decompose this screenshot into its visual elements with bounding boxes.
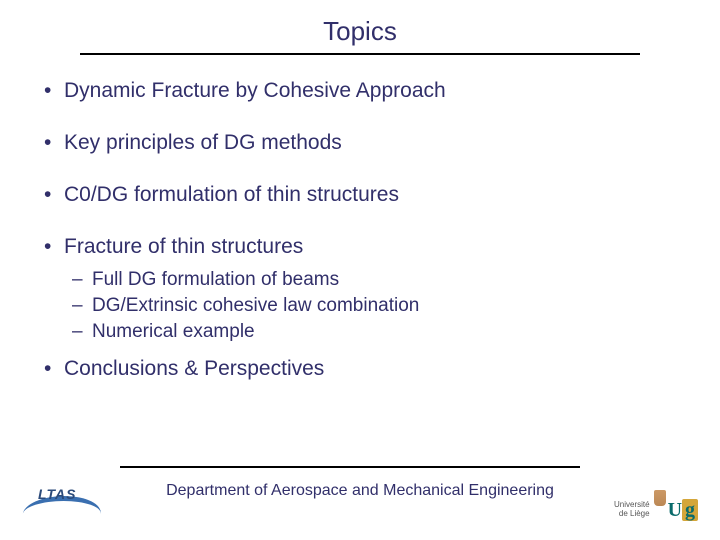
- bullet-text: Key principles of DG methods: [64, 131, 342, 154]
- ltas-logo: LTAS: [24, 488, 104, 518]
- list-item: DG/Extrinsic cohesive law combination: [64, 295, 680, 317]
- university-name: Université de Liège: [614, 501, 650, 519]
- list-item: Conclusions & Perspectives: [40, 357, 680, 381]
- ulg-mark: Ug: [668, 499, 698, 522]
- sub-bullet-text: DG/Extrinsic cohesive law combination: [92, 295, 419, 316]
- topic-list: Dynamic Fracture by Cohesive Approach Ke…: [40, 79, 680, 381]
- footer-text: Department of Aerospace and Mechanical E…: [0, 482, 720, 500]
- uni-line1: Université: [614, 500, 650, 509]
- sub-list: Full DG formulation of beams DG/Extrinsi…: [64, 269, 680, 343]
- footer-rule: [120, 466, 580, 468]
- content-area: Dynamic Fracture by Cohesive Approach Ke…: [0, 55, 720, 381]
- list-item: Full DG formulation of beams: [64, 269, 680, 291]
- university-logo: Université de Liège Ug: [614, 488, 704, 532]
- uni-line2: de Liège: [619, 509, 650, 518]
- footer: Department of Aerospace and Mechanical E…: [0, 466, 720, 526]
- logo-left-text: LTAS: [38, 486, 76, 502]
- shield-icon: [654, 490, 666, 506]
- list-item: C0/DG formulation of thin structures: [40, 183, 680, 207]
- page-title: Topics: [323, 16, 397, 47]
- list-item: Fracture of thin structures Full DG form…: [40, 235, 680, 343]
- sub-bullet-text: Full DG formulation of beams: [92, 269, 339, 290]
- bullet-text: Conclusions & Perspectives: [64, 357, 324, 380]
- list-item: Key principles of DG methods: [40, 131, 680, 155]
- bullet-text: Dynamic Fracture by Cohesive Approach: [64, 79, 446, 102]
- bullet-text: Fracture of thin structures: [64, 235, 303, 258]
- bullet-text: C0/DG formulation of thin structures: [64, 183, 399, 206]
- list-item: Dynamic Fracture by Cohesive Approach: [40, 79, 680, 103]
- sub-bullet-text: Numerical example: [92, 321, 255, 342]
- list-item: Numerical example: [64, 321, 680, 343]
- title-block: Topics: [0, 0, 720, 55]
